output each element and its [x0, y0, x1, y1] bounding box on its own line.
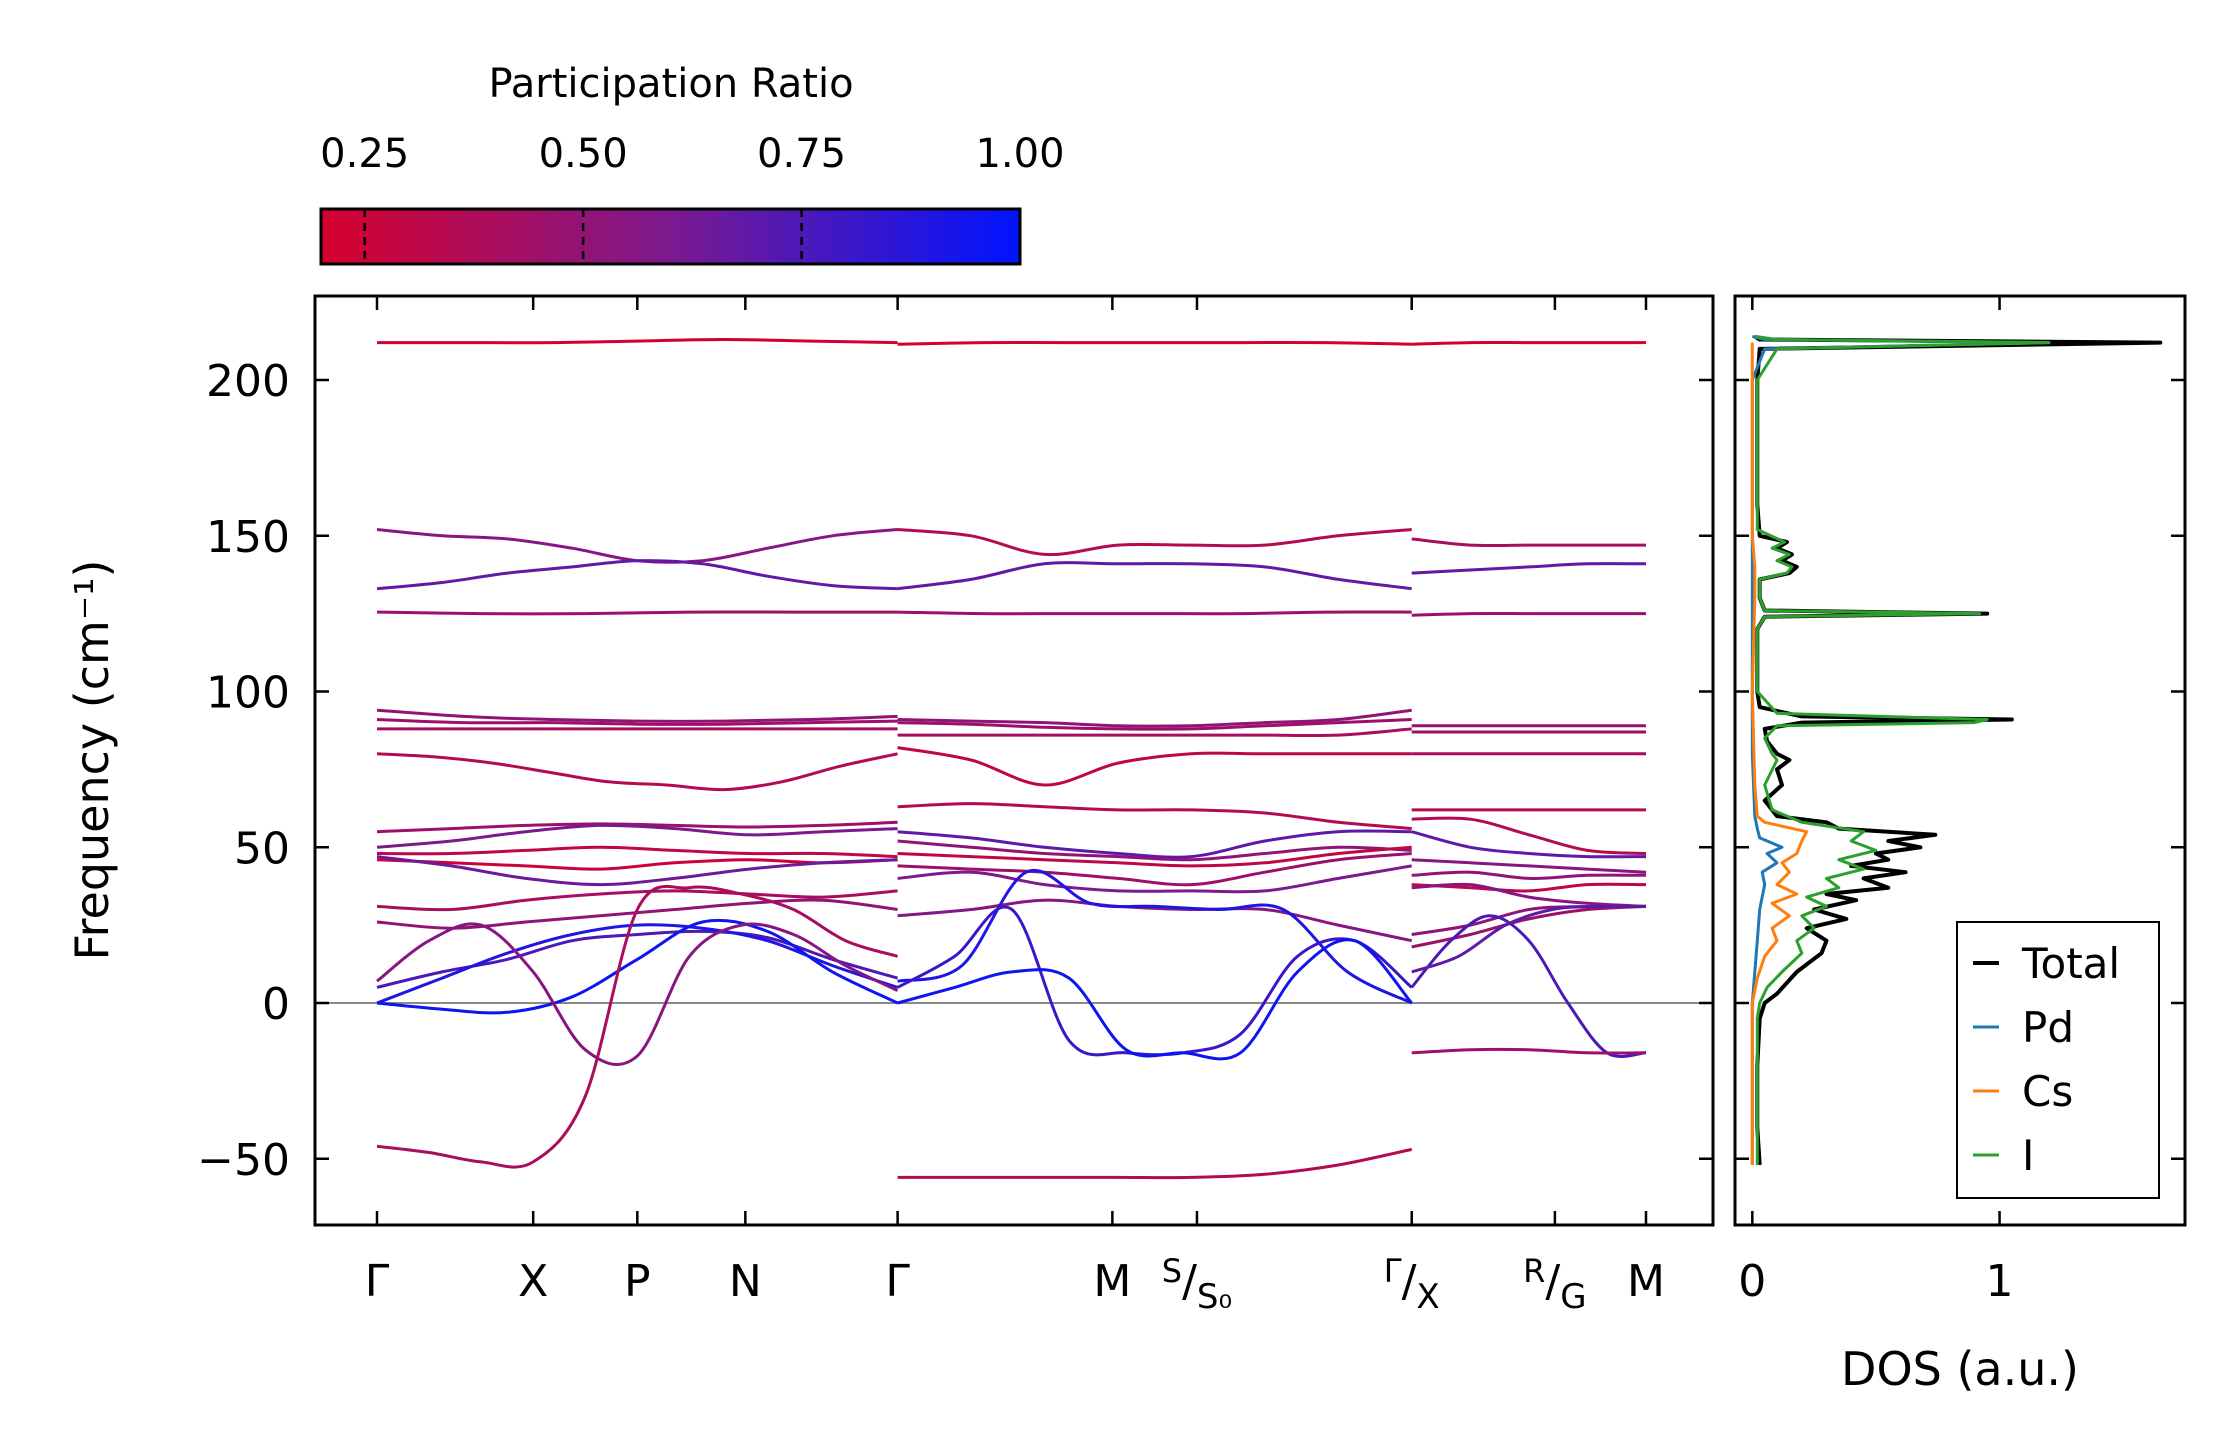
phonon-band: [897, 839, 1412, 862]
phonon-band: [897, 829, 1412, 859]
legend-label: Pd: [2022, 1003, 2074, 1052]
phonon-band: [376, 559, 898, 591]
legend-frame: [1956, 921, 2160, 1199]
phonon-band: [1411, 882, 1647, 893]
high-symmetry-label: S/S₀: [1162, 1252, 1232, 1317]
high-symmetry-label: M: [1627, 1256, 1665, 1307]
phonon-band: [1411, 612, 1646, 617]
high-symmetry-label: Γ: [365, 1256, 390, 1307]
phonon-band: [897, 1147, 1413, 1180]
phonon-band: [1411, 882, 1647, 908]
phonon-band: [1411, 537, 1646, 548]
y-tick-label: 200: [206, 356, 290, 407]
phonon-band: [376, 918, 899, 1015]
phonon-band: [897, 864, 1412, 894]
phonon-band: [376, 752, 898, 792]
high-symmetry-label: X: [518, 1256, 548, 1307]
phonon-band: [1411, 870, 1647, 880]
dos-series-i: [1754, 334, 2051, 1165]
y-axis-label: Frequency (cm⁻¹): [65, 560, 119, 961]
phonon-band: [897, 708, 1412, 728]
band-axes-frame: [313, 294, 1715, 1227]
colorbar-bar: [319, 207, 1022, 266]
x-axis-label-dos: DOS (a.u.): [1841, 1342, 2079, 1396]
phonon-band: [376, 884, 899, 1169]
y-tick-label: −50: [197, 1135, 290, 1186]
phonon-band: [1411, 858, 1647, 874]
phonon-band: [376, 337, 898, 345]
band-lines: [315, 337, 1713, 1180]
phonon-band: [376, 528, 898, 564]
phonon-band: [1411, 341, 1646, 346]
dos-axes-frame: [1733, 294, 2187, 1227]
phonon-band: [897, 802, 1412, 831]
phonon-band: [376, 855, 898, 887]
phonon-band: [897, 610, 1412, 616]
dos-series-total: [1753, 334, 2163, 1166]
legend-label: Cs: [2022, 1067, 2073, 1116]
y-tick-label: 150: [206, 512, 290, 563]
band-x-ticks: Γ X P N Γ M S/S₀ Γ/X R/G M: [365, 296, 1665, 1317]
phonon-band: [1411, 904, 1647, 974]
phonon-band: [1411, 562, 1647, 575]
phonon-band: [1410, 914, 1647, 1058]
phonon-band: [897, 746, 1412, 787]
phonon-band: [897, 898, 1413, 943]
colorbar-tick-label: 0.50: [539, 131, 628, 177]
colorbar-tick-label: 0.75: [757, 131, 846, 177]
phonon-band: [897, 852, 1412, 887]
phonon-band: [1411, 830, 1647, 859]
phonon-band: [897, 845, 1412, 868]
phonon-band: [376, 610, 898, 616]
phonon-band: [376, 820, 898, 834]
y-tick-label: 50: [234, 823, 290, 874]
phonon-band: [376, 889, 898, 912]
phonon-band: [897, 341, 1412, 346]
phonon-band: [1411, 816, 1647, 855]
high-symmetry-label: N: [729, 1256, 762, 1307]
phonon-band: [1411, 1047, 1647, 1055]
colorbar: Participation Ratio 0.25 0.50 0.75 1.00: [319, 61, 1065, 266]
dos-x-tick-label: 1: [1986, 1256, 2014, 1307]
phonon-band: [376, 929, 899, 989]
phonon-band: [376, 823, 898, 849]
phonon-band: [897, 938, 1413, 1061]
phonon-band: [897, 868, 1413, 1005]
phonon-band: [897, 528, 1412, 557]
dos-series-pd: [1750, 334, 2051, 1165]
dos-x-tick-label: 0: [1738, 1256, 1766, 1307]
colorbar-tick-label: 0.25: [320, 131, 409, 177]
high-symmetry-label: M: [1093, 1256, 1131, 1307]
phonon-band: [897, 727, 1412, 738]
colorbar-tick-label: 1.00: [975, 131, 1064, 177]
high-symmetry-label: P: [624, 1256, 651, 1307]
dos-lines: [1750, 334, 2163, 1166]
high-symmetry-label: Γ: [885, 1256, 910, 1307]
y-tick-label: 100: [206, 668, 290, 719]
phonon-band: [376, 845, 898, 859]
phonon-band: [897, 561, 1412, 591]
legend-label: Total: [2021, 939, 2120, 988]
dos-series-cs: [1750, 342, 1809, 1165]
phonon-band: [376, 718, 898, 726]
colorbar-title: Participation Ratio: [488, 61, 853, 107]
phonon-band: [897, 718, 1412, 731]
phonon-band: [376, 708, 898, 723]
band-panel: −50 0 50 100 150 200 Γ X P N Γ M S/S₀ Γ/X R/G M Freque…: [65, 294, 1715, 1317]
dos-legend: Total Pd Cs I: [1956, 921, 2160, 1199]
band-y-ticks: −50 0 50 100 150 200: [197, 356, 1713, 1186]
legend-label: I: [2022, 1131, 2034, 1180]
high-symmetry-label: R/G: [1523, 1252, 1586, 1317]
y-tick-label: 0: [262, 979, 290, 1030]
high-symmetry-label: Γ/X: [1384, 1252, 1440, 1317]
phonon-band: [376, 922, 899, 1066]
colorbar-ticks: 0.25 0.50 0.75 1.00: [320, 131, 1065, 264]
